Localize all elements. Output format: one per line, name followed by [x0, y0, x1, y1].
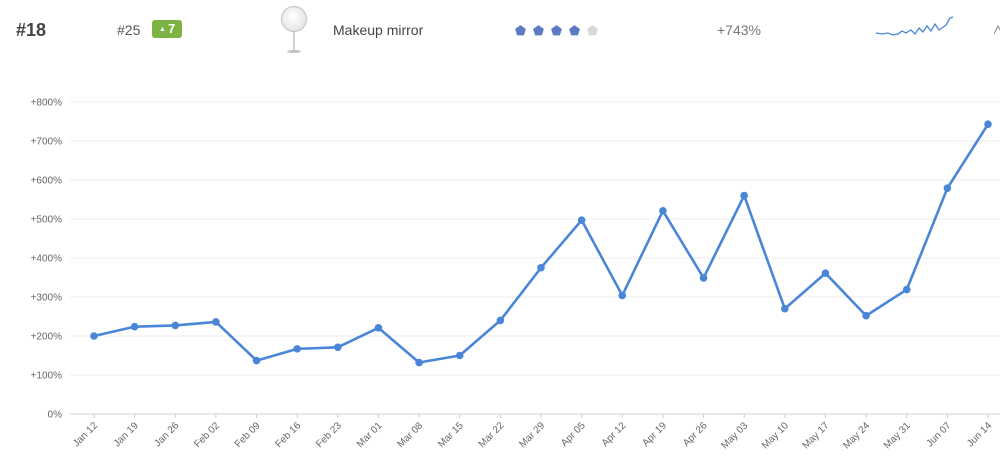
previous-rank: #25 [117, 22, 141, 38]
x-tick-label: May 31 [882, 420, 913, 451]
x-tick-label: Mar 08 [395, 420, 425, 450]
pentagon-rating-icon [587, 25, 598, 36]
data-point[interactable] [212, 318, 220, 326]
pentagon-rating-icon [569, 25, 580, 36]
data-point[interactable] [537, 263, 545, 272]
x-tick-label: Apr 05 [559, 420, 588, 449]
y-tick-label: +600% [31, 176, 63, 187]
rank-number: #18 [16, 20, 47, 40]
sparkline [876, 16, 954, 36]
data-point[interactable] [334, 343, 342, 352]
x-tick-label: Mar 01 [355, 420, 385, 450]
series-line-path [93, 123, 990, 364]
data-point[interactable] [902, 285, 911, 294]
series-line [93, 123, 990, 364]
data-point[interactable] [455, 351, 464, 360]
data-point[interactable] [171, 321, 180, 330]
x-tick-label: May 10 [760, 420, 791, 451]
data-point[interactable] [577, 216, 586, 224]
cropped-icon [994, 24, 1000, 35]
data-point[interactable] [740, 191, 748, 200]
y-tick-label: +200% [31, 332, 63, 343]
data-point[interactable] [252, 356, 261, 365]
x-tick-label: Jan 26 [152, 420, 181, 449]
x-tick-label: Jun 14 [965, 420, 994, 449]
x-tick-label: Apr 19 [640, 420, 669, 449]
data-point[interactable] [415, 358, 423, 367]
data-point[interactable] [821, 269, 830, 278]
data-point[interactable] [781, 304, 789, 313]
arrow-up-icon: ▲ [159, 26, 166, 33]
growth-percentage: +743% [717, 22, 761, 38]
rank-change-badge: ▲ 7 [152, 20, 183, 38]
mirror-product-image[interactable] [277, 4, 311, 56]
y-tick-label: +700% [31, 137, 63, 148]
product-row[interactable]: #18 #25 ▲ 7 Makeup mirror +743% [0, 0, 1000, 62]
y-tick-label: +500% [31, 215, 63, 226]
data-point[interactable] [130, 322, 139, 331]
x-axis: Jan 12 Jan 19 Jan 26 Feb 02 Feb 09 Feb 16 Feb … [71, 414, 994, 451]
pentagon-rating-icon [533, 25, 544, 36]
x-tick-label: Jun 07 [924, 420, 953, 449]
y-tick-label: +400% [31, 254, 63, 265]
x-tick-label: May 03 [719, 420, 750, 451]
x-tick-label: Jan 12 [71, 420, 100, 449]
x-tick-label: Feb 09 [233, 420, 263, 450]
y-tick-label: +800% [31, 98, 63, 109]
data-point[interactable] [699, 274, 708, 282]
x-tick-label: Mar 15 [436, 420, 466, 450]
grid-lines [70, 101, 1000, 415]
data-point[interactable] [293, 345, 301, 353]
x-tick-label: May 17 [801, 420, 832, 451]
y-tick-label: 0% [48, 410, 63, 421]
x-tick-label: Mar 22 [477, 420, 507, 450]
data-point[interactable] [496, 316, 505, 325]
data-point[interactable] [943, 184, 952, 192]
series-points [90, 120, 992, 367]
pentagon-rating-icon [551, 25, 562, 36]
product-name[interactable]: Makeup mirror [333, 22, 424, 38]
x-tick-label: Feb 02 [192, 420, 222, 450]
growth-line-chart: 0% +100% +200% +300% +400% +500% +600% +700% +80… [31, 98, 1000, 451]
rank-change-value: 7 [167, 21, 176, 36]
x-tick-label: Apr 26 [681, 420, 710, 449]
x-tick-label: Mar 29 [517, 420, 547, 450]
data-point[interactable] [618, 291, 627, 300]
y-tick-label: +300% [31, 293, 63, 304]
data-point[interactable] [984, 120, 992, 129]
x-tick-label: Apr 12 [600, 420, 629, 449]
rating [514, 24, 599, 37]
data-point[interactable] [374, 324, 383, 332]
data-point[interactable] [90, 332, 98, 340]
x-tick-label: Jan 19 [112, 420, 141, 449]
y-axis: 0% +100% +200% +300% +400% +500% +600% +700% +80… [31, 98, 63, 421]
x-tick-label: Feb 16 [274, 420, 304, 450]
pentagon-rating-icon [515, 25, 526, 36]
x-tick-label: May 24 [841, 420, 872, 451]
y-tick-label: +100% [31, 371, 63, 382]
data-point[interactable] [659, 207, 667, 215]
x-tick-label: Feb 23 [314, 420, 344, 450]
data-point[interactable] [862, 311, 870, 320]
